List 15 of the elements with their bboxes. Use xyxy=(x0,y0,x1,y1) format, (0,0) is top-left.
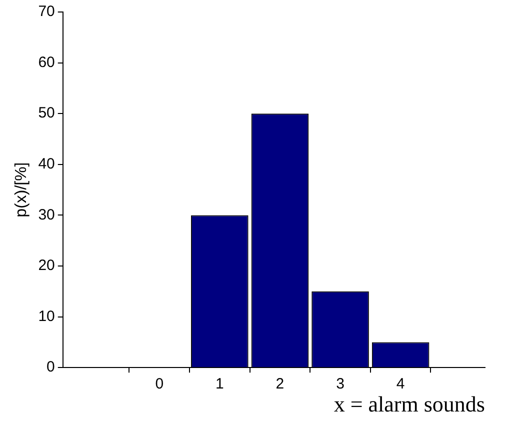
y-tick-label: 50 xyxy=(38,104,55,122)
x-tick-label: 3 xyxy=(336,376,344,393)
x-tick-label: 2 xyxy=(276,376,284,393)
y-axis-title: p(x)/[%] xyxy=(13,162,30,218)
y-tick-label: 60 xyxy=(38,54,55,71)
x-tick-label: 4 xyxy=(396,376,405,393)
x-tick-label: 0 xyxy=(155,376,164,393)
y-tick-label: 0 xyxy=(46,358,55,376)
y-tick-label: 30 xyxy=(38,206,55,224)
x-axis-title: x = alarm sounds xyxy=(334,392,485,417)
y-tick-label: 40 xyxy=(38,156,55,173)
y-tick-label: 20 xyxy=(38,257,55,274)
y-tick-label: 10 xyxy=(38,308,55,325)
x-tick-label: 1 xyxy=(216,376,224,393)
y-tick-label: 70 xyxy=(38,3,55,20)
